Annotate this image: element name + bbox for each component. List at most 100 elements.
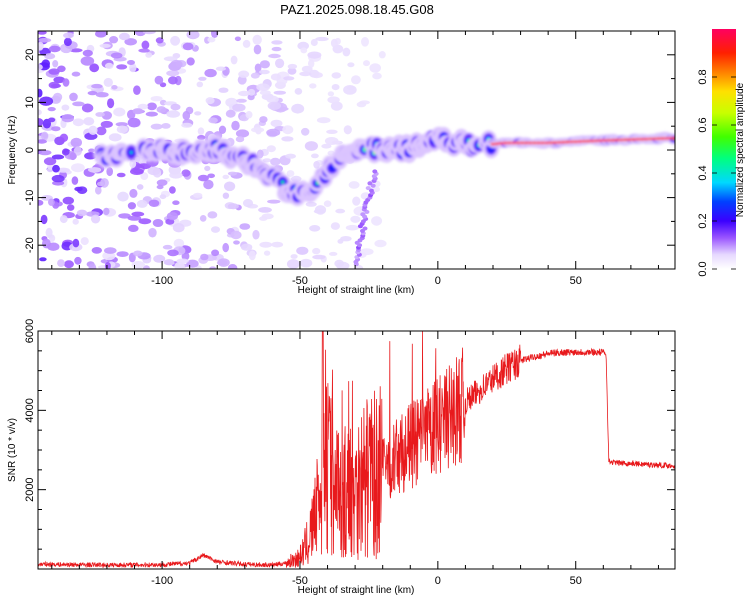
noise-blob <box>282 125 294 135</box>
spectrogram-x-ticks: -100 -50 0 50 <box>51 31 659 287</box>
ridge-core <box>498 142 504 145</box>
noise-blob <box>38 88 43 98</box>
noise-blob <box>150 123 163 130</box>
noise-blob <box>200 253 209 261</box>
snr-x-ticks: -100 -50 0 50 <box>51 331 659 587</box>
noise-blob <box>69 48 83 53</box>
noise-blob <box>88 148 95 153</box>
chart-title: PAZ1.2025.098.18.45.G08 <box>280 2 434 17</box>
noise-blob <box>203 179 214 190</box>
noise-blob <box>287 63 298 70</box>
noise-blob <box>167 249 179 257</box>
ridge-core <box>598 139 603 142</box>
ridge-core <box>548 141 554 144</box>
noise-blob <box>340 236 352 242</box>
noise-blob <box>352 196 361 206</box>
noise-blob <box>88 263 97 269</box>
ridge-core <box>536 141 541 145</box>
noise-blob <box>124 38 137 46</box>
noise-blob <box>351 75 361 85</box>
noise-blob <box>118 32 130 41</box>
noise-blob <box>242 39 251 48</box>
noise-blob <box>326 129 338 134</box>
ridge-blob <box>129 151 133 154</box>
noise-blob <box>186 57 195 66</box>
noise-blob <box>38 38 52 43</box>
noise-blob <box>110 52 123 59</box>
x-tick-label: -100 <box>151 575 173 587</box>
noise-blob <box>205 97 215 105</box>
noise-blob <box>115 122 128 127</box>
noise-blob <box>88 125 98 135</box>
noise-blob <box>100 178 109 188</box>
ridge-core <box>668 137 674 140</box>
noise-blob <box>275 58 285 69</box>
noise-blob <box>61 148 70 156</box>
ridge-core <box>523 141 529 145</box>
noise-blob <box>148 227 157 238</box>
noise-blob <box>286 259 300 269</box>
noise-blob <box>113 107 126 117</box>
noise-blob <box>42 238 51 249</box>
noise-blob <box>327 91 335 97</box>
noise-blob <box>233 240 240 245</box>
noise-blob <box>63 37 72 47</box>
noise-blob <box>52 164 60 173</box>
ridge-core <box>581 140 587 143</box>
noise-blob <box>247 94 255 101</box>
noise-blob <box>100 120 113 128</box>
noise-blob <box>290 254 298 259</box>
noise-blob <box>250 72 260 79</box>
y-tick-label: -10 <box>24 190 36 206</box>
noise-blob <box>283 76 295 81</box>
noise-blob <box>235 136 245 143</box>
noise-blob <box>222 174 230 180</box>
noise-blob <box>117 191 129 202</box>
noise-blob <box>259 90 271 96</box>
noise-blob <box>154 75 164 85</box>
noise-blob <box>170 35 181 46</box>
y-tick-label: -20 <box>24 237 36 253</box>
noise-blob <box>372 186 380 193</box>
ridge-core <box>639 138 645 141</box>
noise-blob <box>132 108 144 115</box>
noise-blob <box>51 154 65 160</box>
y-tick-label: 2000 <box>24 477 36 501</box>
noise-blob <box>72 238 80 248</box>
noise-blob <box>271 46 282 52</box>
noise-blob <box>116 64 128 70</box>
noise-blob <box>72 118 84 127</box>
noise-blob <box>88 167 102 173</box>
noise-blob <box>91 247 103 254</box>
noise-blob <box>91 83 103 89</box>
noise-blob <box>181 169 191 177</box>
noise-blob <box>270 73 281 81</box>
noise-blob <box>74 256 82 265</box>
noise-blob <box>281 136 294 142</box>
noise-blob <box>331 140 343 145</box>
noise-blob <box>166 70 180 77</box>
noise-blob <box>330 222 340 230</box>
ridge-core <box>577 140 583 143</box>
noise-blob <box>141 40 150 50</box>
noise-blob <box>240 243 253 251</box>
noise-blob <box>48 198 55 206</box>
noise-blob <box>215 66 226 71</box>
ridge-core <box>660 137 666 140</box>
x-tick-label: -50 <box>292 575 308 587</box>
noise-blob <box>374 239 387 248</box>
noise-blob <box>170 103 181 111</box>
noise-blob <box>127 202 136 210</box>
noise-blob <box>82 49 93 57</box>
noise-blob <box>196 81 204 88</box>
ridge-core <box>511 141 517 145</box>
ridge-core <box>602 139 608 142</box>
ridge-core <box>490 142 496 146</box>
ridge-core <box>635 138 641 141</box>
noise-blob <box>218 87 229 93</box>
noise-blob <box>95 92 109 98</box>
snr-series-line <box>38 331 675 569</box>
spectrogram-x-label: Height of straight line (km) <box>298 285 415 296</box>
noise-blob <box>145 52 153 58</box>
ridge-core <box>610 139 616 142</box>
